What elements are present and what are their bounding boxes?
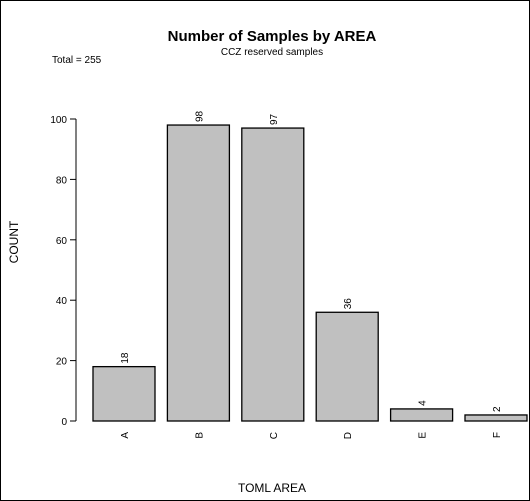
x-axis-title: TOML AREA bbox=[238, 481, 306, 495]
bar-c bbox=[241, 127, 305, 422]
y-tick-label: 80 bbox=[56, 175, 68, 186]
y-axis: 0 20 40 60 80 100 bbox=[50, 115, 77, 428]
bar-d bbox=[315, 311, 379, 422]
y-tick-label: 40 bbox=[56, 296, 68, 307]
data-label-d: 36 bbox=[343, 298, 354, 310]
data-label-e: 4 bbox=[418, 400, 429, 406]
bar-f bbox=[464, 414, 528, 422]
x-tick-label-d: D bbox=[343, 432, 354, 439]
bar-e bbox=[389, 408, 454, 422]
data-label-b: 98 bbox=[194, 110, 205, 122]
x-tick-label-a: A bbox=[120, 432, 131, 439]
y-tick-label: 100 bbox=[50, 115, 67, 126]
y-tick-label: 60 bbox=[56, 236, 68, 247]
bars: 18 A 98 B 97 C 36 D 4 E 2 F bbox=[92, 110, 528, 439]
data-label-a: 18 bbox=[120, 352, 131, 364]
x-tick-label-e: E bbox=[418, 432, 429, 439]
y-tick-label: 0 bbox=[61, 417, 67, 428]
y-axis-title: COUNT bbox=[7, 220, 21, 263]
x-tick-label-b: B bbox=[194, 432, 205, 439]
x-tick-label-c: C bbox=[269, 432, 280, 439]
chart-subtitle: CCZ reserved samples bbox=[221, 47, 323, 58]
data-label-f: 2 bbox=[492, 406, 503, 412]
chart-title: Number of Samples by AREA bbox=[168, 28, 377, 45]
total-note: Total = 255 bbox=[52, 55, 102, 66]
bar-b bbox=[166, 124, 231, 422]
bar-a bbox=[92, 365, 156, 422]
data-label-c: 97 bbox=[269, 113, 280, 125]
y-tick-label: 20 bbox=[56, 357, 68, 368]
x-tick-label-f: F bbox=[492, 432, 503, 438]
